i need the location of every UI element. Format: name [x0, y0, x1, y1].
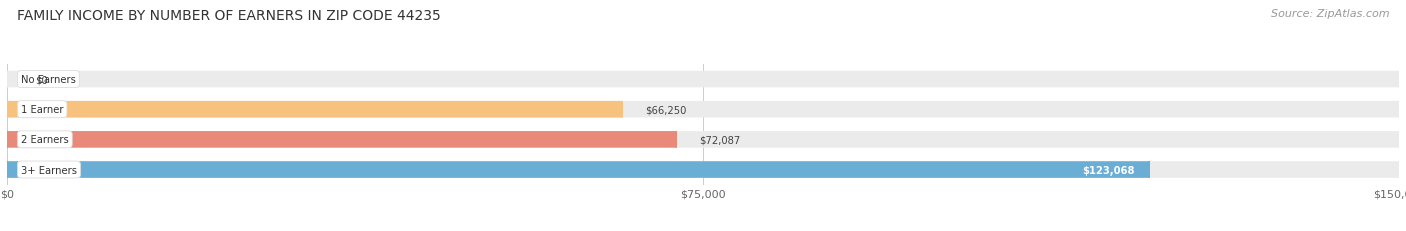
FancyBboxPatch shape [7, 101, 1399, 118]
Text: Source: ZipAtlas.com: Source: ZipAtlas.com [1271, 9, 1389, 19]
Text: 3+ Earners: 3+ Earners [21, 165, 77, 175]
Text: $0: $0 [35, 75, 48, 85]
FancyBboxPatch shape [7, 131, 676, 148]
FancyBboxPatch shape [7, 161, 1149, 178]
Text: 1 Earner: 1 Earner [21, 105, 63, 115]
FancyBboxPatch shape [7, 161, 1399, 178]
Text: $72,087: $72,087 [699, 135, 741, 145]
Text: $66,250: $66,250 [645, 105, 686, 115]
Text: No Earners: No Earners [21, 75, 76, 85]
FancyBboxPatch shape [7, 71, 1399, 88]
FancyBboxPatch shape [7, 101, 621, 118]
FancyBboxPatch shape [7, 131, 1399, 148]
Text: FAMILY INCOME BY NUMBER OF EARNERS IN ZIP CODE 44235: FAMILY INCOME BY NUMBER OF EARNERS IN ZI… [17, 9, 440, 23]
Text: $123,068: $123,068 [1083, 165, 1135, 175]
Text: 2 Earners: 2 Earners [21, 135, 69, 145]
